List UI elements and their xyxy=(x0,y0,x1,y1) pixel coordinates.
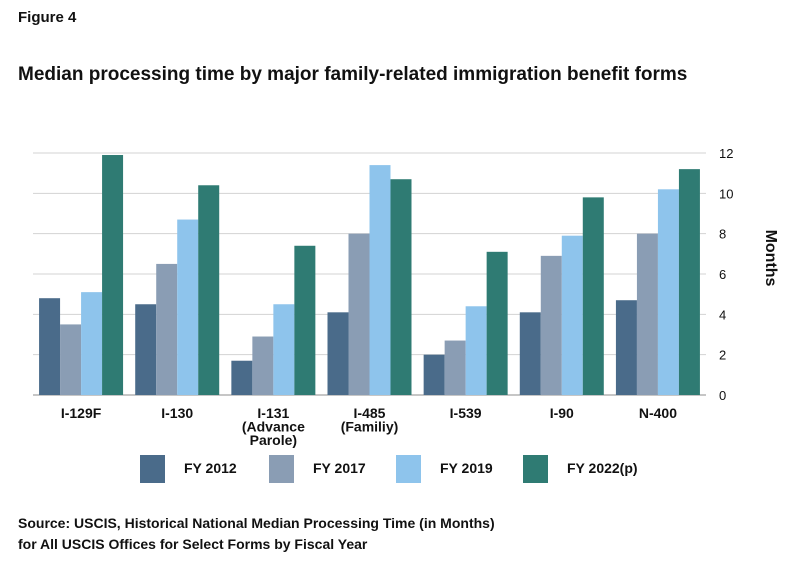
legend-swatch xyxy=(269,455,294,483)
legend-label: FY 2012 xyxy=(184,460,237,476)
figure-label: Figure 4 xyxy=(18,9,77,26)
bar xyxy=(369,165,391,395)
y-tick-label: 6 xyxy=(719,267,726,282)
bar xyxy=(135,304,157,395)
y-tick-label: 4 xyxy=(719,307,726,322)
legend-swatch xyxy=(523,455,548,483)
legend-label: FY 2022(p) xyxy=(567,460,638,476)
x-tick-label: (Advance xyxy=(242,419,305,435)
bar xyxy=(39,298,61,395)
bar xyxy=(540,255,562,395)
bar xyxy=(636,233,658,395)
x-tick-label: I-129F xyxy=(61,405,102,421)
bar xyxy=(486,251,508,395)
bar xyxy=(156,263,178,395)
bar xyxy=(465,306,487,395)
y-tick-label: 2 xyxy=(719,348,726,363)
source-line-2: for All USCIS Offices for Select Forms b… xyxy=(18,536,368,552)
legend-swatch xyxy=(396,455,421,483)
bar xyxy=(198,185,220,395)
bar xyxy=(252,336,274,395)
y-axis-title: Months xyxy=(762,230,779,287)
bar xyxy=(678,169,700,395)
bar xyxy=(561,235,583,395)
bar xyxy=(294,245,316,395)
x-tick-label: N-400 xyxy=(639,405,677,421)
bar-chart: 0 2 4 6 8 10 12 Months I-129F I-130 I-131(AdvanceP… xyxy=(33,146,779,448)
bar xyxy=(81,292,103,395)
bar xyxy=(582,197,604,395)
x-tick-label: I-539 xyxy=(450,405,482,421)
x-tick-label: I-130 xyxy=(161,405,193,421)
bar xyxy=(273,304,295,395)
bar xyxy=(423,354,445,395)
bar xyxy=(519,312,541,395)
bar xyxy=(60,324,82,395)
bar xyxy=(615,300,637,395)
bar xyxy=(327,312,349,395)
bar xyxy=(102,155,124,395)
legend-swatch xyxy=(140,455,165,483)
y-tick-label: 12 xyxy=(719,146,733,161)
x-tick-label: Parole) xyxy=(250,432,297,448)
bar xyxy=(657,189,679,395)
y-tick-label: 10 xyxy=(719,186,733,201)
bar xyxy=(231,360,253,395)
chart-title: Median processing time by major family-r… xyxy=(18,64,688,85)
y-tick-label: 0 xyxy=(719,388,726,403)
y-tick-label: 8 xyxy=(719,227,726,242)
bar xyxy=(444,340,466,395)
x-tick-label: (Familiy) xyxy=(341,419,399,435)
x-tick-label: I-485 xyxy=(354,405,386,421)
source-note: Source: USCIS, Historical National Media… xyxy=(18,513,495,555)
x-tick-label: I-131 xyxy=(257,405,289,421)
legend-label: FY 2017 xyxy=(313,460,366,476)
x-tick-label: I-90 xyxy=(550,405,574,421)
bar xyxy=(390,179,412,395)
bar xyxy=(348,233,370,395)
source-line-1: Source: USCIS, Historical National Media… xyxy=(18,515,495,531)
bar xyxy=(177,219,199,395)
legend-label: FY 2019 xyxy=(440,460,493,476)
